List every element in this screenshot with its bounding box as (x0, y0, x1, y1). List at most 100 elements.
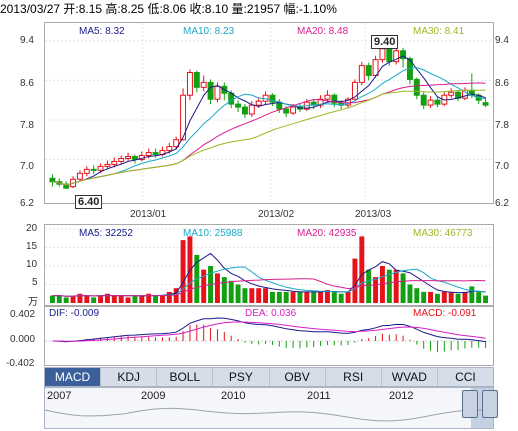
price-ytick-right-0: 9.4 (495, 35, 509, 46)
tab-kdj[interactable]: KDJ (101, 368, 158, 386)
tab-macd[interactable]: MACD (45, 368, 102, 386)
tab-obv[interactable]: OBV (270, 368, 326, 386)
candle-body (379, 48, 386, 61)
candle-body (207, 81, 214, 100)
volume-bar (441, 291, 447, 303)
volume-bar (63, 297, 69, 303)
macd-panel: DIF: -0.009 DEA: 0.036 MACD: -0.091 (44, 306, 494, 366)
price-ytick-left-4: 6.2 (20, 198, 34, 209)
price-ytick-left-1: 8.6 (20, 78, 34, 89)
legend-ma20: MA20: 8.48 (297, 26, 349, 37)
volume-bar (338, 293, 344, 303)
volume-bar (139, 295, 145, 303)
vol-ma20-line (52, 278, 486, 297)
candle-body (248, 104, 255, 115)
price-ytick-right-3: 7.0 (495, 161, 509, 172)
volume-bar (483, 295, 489, 303)
volume-bar (153, 295, 159, 303)
candle-body (63, 183, 70, 189)
candle-body (420, 94, 427, 106)
volume-bar (249, 288, 255, 303)
volume-bar (235, 284, 241, 303)
ma20-line (52, 82, 486, 186)
tab-wvad[interactable]: WVAD (382, 368, 438, 386)
volume-bar (269, 291, 275, 303)
volume-bar (448, 291, 454, 303)
candle-body (90, 168, 97, 171)
volume-bar (386, 269, 392, 303)
candle-body (317, 98, 324, 106)
volume-bar (421, 291, 427, 303)
volume-bar (256, 288, 262, 303)
volume-bar (118, 295, 124, 303)
candle-body (173, 139, 180, 148)
candle-body (393, 50, 400, 63)
vol-legend-ma5: MA5: 32252 (79, 228, 133, 239)
candle-body (180, 94, 187, 141)
price-chart (45, 23, 493, 203)
legend-ma10: MA10: 8.23 (183, 26, 235, 37)
candle-body (49, 177, 56, 183)
candle-body (214, 85, 221, 100)
candle-body (386, 48, 393, 63)
candle-body (283, 108, 290, 114)
candle-body (186, 72, 193, 96)
volume-bar (49, 295, 55, 303)
candle-body (200, 81, 207, 88)
vol-ma5-line (52, 252, 486, 297)
high-callout: 9.40 (371, 35, 399, 49)
candle-body (345, 98, 352, 106)
volume-bar (311, 291, 317, 303)
candle-body (482, 102, 489, 106)
volume-bar (469, 286, 475, 303)
price-ytick-left-3: 7.0 (20, 161, 34, 172)
quote-header: 2013/03/27 开:8.15 高:8.25 低:8.06 收:8.10 量… (0, 2, 337, 16)
volume-bar (434, 293, 440, 303)
volume-bar (104, 293, 110, 303)
volume-bar (373, 277, 379, 303)
timeline-left-handle[interactable] (462, 390, 478, 418)
volume-bar (345, 291, 351, 303)
volume-bar (146, 293, 152, 303)
price-ytick-right-2: 7.8 (495, 120, 509, 131)
candle-body (434, 99, 441, 105)
candle-body (97, 165, 104, 171)
macd-chart (45, 317, 493, 353)
volume-bar (318, 291, 324, 303)
timeline-year-2011: 2011 (307, 390, 331, 402)
tab-rsi[interactable]: RSI (326, 368, 382, 386)
candle-body (400, 50, 407, 60)
volume-bar (70, 295, 76, 303)
volume-bar (111, 295, 117, 303)
timeline-year-2007: 2007 (47, 390, 72, 402)
candle-body (76, 172, 83, 180)
tab-boll[interactable]: BOLL (157, 368, 214, 386)
volume-bar (84, 295, 90, 303)
volume-bar (242, 288, 248, 303)
vol-ytick-3: 5 (32, 277, 38, 288)
timeline-navigator[interactable]: 2007 2009 2010 2011 2012 (44, 387, 494, 429)
volume-bar (173, 288, 179, 303)
tab-cci[interactable]: CCI (455, 370, 476, 384)
volume-bar (297, 291, 303, 303)
volume-bar (400, 273, 406, 303)
timeline-right-handle[interactable] (482, 390, 498, 418)
volume-bar (221, 277, 227, 303)
volume-bar (283, 291, 289, 303)
volume-bar (352, 258, 358, 303)
vol-unit: 万 (28, 297, 38, 308)
legend-ma5: MA5: 8.32 (79, 26, 125, 37)
vol-ma10-line (52, 266, 486, 297)
timeline-year-2012: 2012 (389, 390, 414, 402)
ma10-line (52, 67, 486, 186)
macd-legend-dif: DIF: -0.009 (49, 308, 100, 319)
ma30-line (52, 89, 486, 186)
candle-body (145, 152, 152, 157)
ma5-line (52, 55, 486, 186)
vol-legend-ma30: MA30: 46773 (413, 228, 473, 239)
tab-psy[interactable]: PSY (213, 368, 270, 386)
candle-body (111, 160, 118, 165)
candle-body (372, 59, 379, 76)
legend-ma30: MA30: 8.41 (413, 26, 465, 37)
volume-bar (414, 288, 420, 303)
